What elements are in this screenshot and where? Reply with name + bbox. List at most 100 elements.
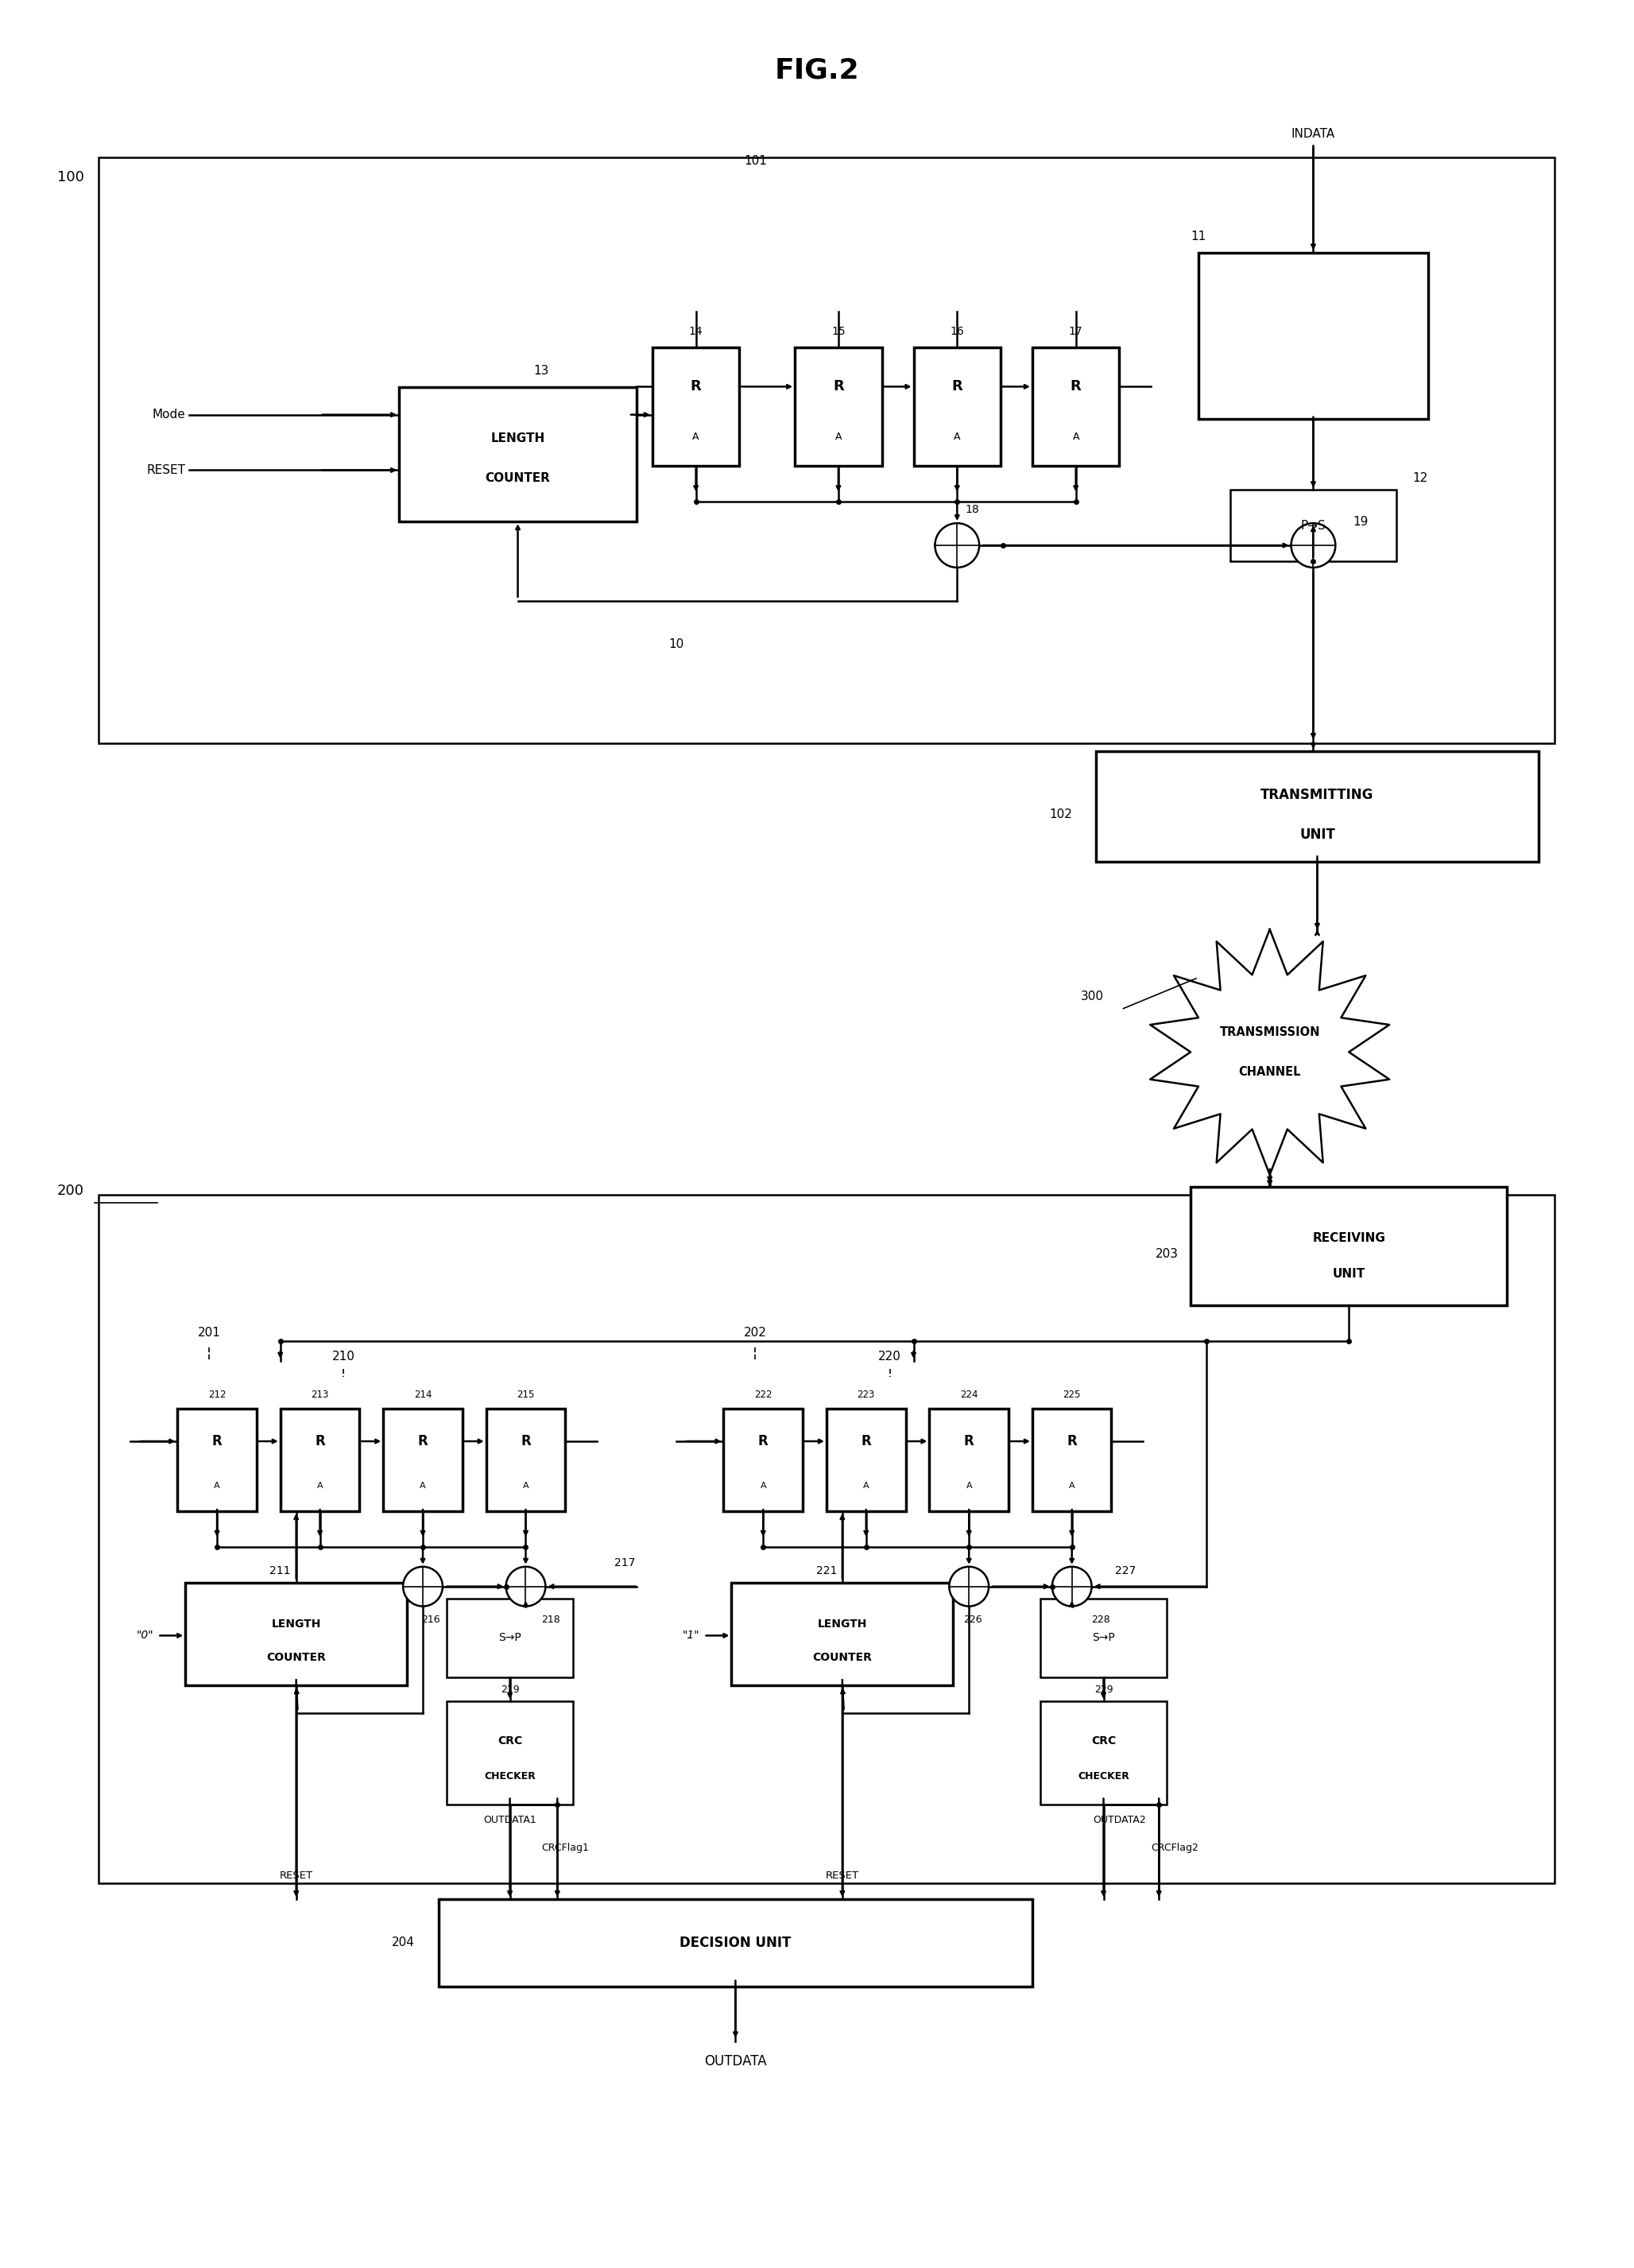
Text: 226: 226 (964, 1615, 982, 1624)
Circle shape (1291, 524, 1335, 567)
Text: CRC: CRC (1092, 1735, 1116, 1746)
Text: 222: 222 (755, 1390, 773, 1399)
Text: A: A (317, 1481, 324, 1490)
Text: 211: 211 (270, 1565, 291, 1576)
Text: 215: 215 (516, 1390, 534, 1399)
Text: A: A (420, 1481, 426, 1490)
Text: "1": "1" (683, 1631, 699, 1642)
Text: 201: 201 (198, 1327, 221, 1338)
Text: A: A (523, 1481, 529, 1490)
Text: R: R (691, 379, 701, 395)
Bar (1230, 490, 1397, 560)
Text: R: R (212, 1433, 222, 1449)
Text: A: A (214, 1481, 221, 1490)
Bar (399, 388, 637, 522)
Text: 202: 202 (743, 1327, 766, 1338)
Text: R: R (964, 1433, 974, 1449)
Bar (1033, 1408, 1111, 1510)
Bar (446, 1599, 574, 1678)
Bar (1041, 1701, 1167, 1805)
Text: 16: 16 (949, 327, 964, 338)
Text: 200: 200 (57, 1184, 83, 1198)
Text: CRC: CRC (497, 1735, 523, 1746)
Bar (487, 1408, 565, 1510)
Text: A: A (693, 431, 699, 442)
Text: LENGTH: LENGTH (271, 1619, 320, 1631)
Bar (794, 347, 882, 467)
Text: COUNTER: COUNTER (485, 472, 551, 483)
Text: 227: 227 (1116, 1565, 1136, 1576)
Text: 204: 204 (392, 1937, 415, 1948)
Bar (724, 1408, 802, 1510)
Text: 219: 219 (500, 1685, 520, 1694)
Text: A: A (835, 431, 842, 442)
Bar (930, 1408, 1008, 1510)
Text: 224: 224 (961, 1390, 977, 1399)
Circle shape (404, 1567, 443, 1606)
Text: COUNTER: COUNTER (812, 1651, 873, 1662)
Text: A: A (966, 1481, 972, 1490)
Text: 225: 225 (1064, 1390, 1080, 1399)
Text: A: A (1072, 431, 1078, 442)
Text: A: A (863, 1481, 869, 1490)
Text: OUTDATA: OUTDATA (704, 2055, 766, 2068)
Circle shape (949, 1567, 989, 1606)
Text: A: A (760, 1481, 766, 1490)
Text: 223: 223 (858, 1390, 874, 1399)
Text: 212: 212 (208, 1390, 225, 1399)
Text: 14: 14 (690, 327, 703, 338)
Text: LENGTH: LENGTH (817, 1619, 868, 1631)
Text: 100: 100 (57, 170, 83, 184)
Bar (98, 156, 1554, 744)
Text: 12: 12 (1412, 472, 1428, 483)
Text: CRCFlag2: CRCFlag2 (1150, 1842, 1199, 1853)
Bar (384, 1408, 462, 1510)
Text: UNIT: UNIT (1332, 1268, 1366, 1279)
Text: Mode: Mode (152, 408, 185, 420)
Text: 18: 18 (966, 503, 979, 515)
Text: 11: 11 (1191, 231, 1206, 243)
Text: RESET: RESET (279, 1871, 314, 1880)
Text: RECEIVING: RECEIVING (1312, 1232, 1386, 1245)
Text: 102: 102 (1049, 810, 1072, 821)
Text: OUTDATA2: OUTDATA2 (1093, 1814, 1145, 1826)
Text: 216: 216 (422, 1615, 440, 1624)
Bar (652, 347, 740, 467)
Bar (827, 1408, 905, 1510)
Text: INDATA: INDATA (1291, 127, 1335, 141)
Text: P→S: P→S (1301, 519, 1325, 531)
Text: 101: 101 (743, 156, 766, 168)
Bar (446, 1701, 574, 1805)
Text: 213: 213 (310, 1390, 328, 1399)
Text: 210: 210 (332, 1352, 355, 1363)
Bar (732, 1583, 953, 1685)
Text: 220: 220 (879, 1352, 902, 1363)
Text: TRANSMISSION: TRANSMISSION (1219, 1027, 1320, 1039)
Text: CRCFlag1: CRCFlag1 (541, 1842, 590, 1853)
Text: RESET: RESET (147, 465, 185, 476)
Text: S→P: S→P (1092, 1633, 1114, 1644)
Text: 214: 214 (413, 1390, 431, 1399)
Text: 221: 221 (815, 1565, 837, 1576)
Text: S→P: S→P (498, 1633, 521, 1644)
Circle shape (507, 1567, 546, 1606)
Text: 217: 217 (614, 1558, 636, 1567)
Text: R: R (418, 1433, 428, 1449)
Bar (281, 1408, 359, 1510)
Bar (438, 1898, 1033, 1987)
Text: CHANNEL: CHANNEL (1239, 1066, 1301, 1077)
Text: "0": "0" (137, 1631, 154, 1642)
Text: 15: 15 (832, 327, 845, 338)
Bar (1033, 347, 1119, 467)
Text: UNIT: UNIT (1299, 828, 1335, 841)
Bar (185, 1583, 407, 1685)
Bar (1096, 751, 1539, 862)
Text: TRANSMITTING: TRANSMITTING (1261, 787, 1374, 803)
Bar (1041, 1599, 1167, 1678)
Bar (1191, 1186, 1507, 1306)
Text: 300: 300 (1080, 991, 1103, 1002)
Text: R: R (1067, 1433, 1077, 1449)
Text: R: R (1070, 379, 1082, 395)
Bar (178, 1408, 257, 1510)
Bar (913, 347, 1000, 467)
